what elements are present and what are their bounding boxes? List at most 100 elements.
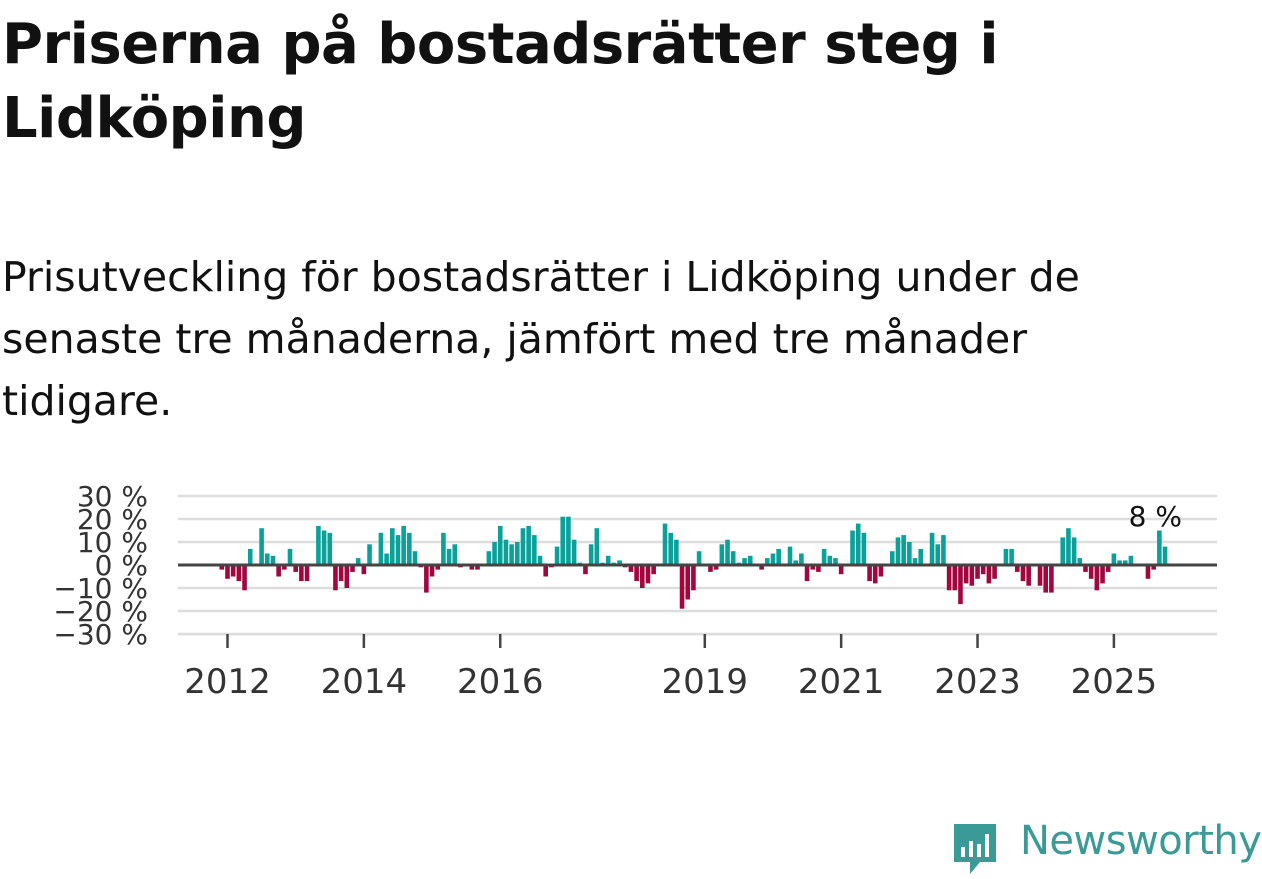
bar	[219, 565, 225, 570]
bar	[583, 565, 588, 575]
bar	[1015, 565, 1020, 572]
bar	[810, 565, 816, 570]
bar	[446, 548, 452, 565]
bar	[719, 544, 725, 565]
y-tick-label: 0 %	[95, 549, 148, 582]
bar	[316, 525, 321, 565]
bar	[799, 553, 804, 565]
bar	[1128, 555, 1134, 565]
axis-layer	[178, 563, 1217, 648]
bar	[247, 548, 253, 565]
bar	[645, 565, 651, 584]
x-tick-label: 2019	[662, 662, 749, 700]
bar	[435, 565, 441, 570]
bar	[344, 565, 350, 588]
bar	[605, 555, 611, 565]
newsworthy-logo-text: Newsworthy	[1020, 818, 1262, 864]
bar	[571, 539, 577, 565]
bar	[634, 565, 639, 582]
bar	[537, 555, 543, 565]
bar	[350, 565, 355, 572]
y-tick-label: 10 %	[77, 526, 148, 559]
bar	[691, 565, 696, 591]
bar	[1122, 560, 1128, 565]
bar	[986, 565, 992, 584]
bar	[952, 565, 958, 591]
bar	[804, 565, 810, 582]
bar	[327, 532, 333, 565]
bar	[1151, 565, 1156, 570]
bar	[588, 544, 594, 565]
y-tick-label: −10 %	[53, 572, 148, 605]
bar	[872, 565, 878, 584]
bar	[628, 565, 634, 572]
bar	[889, 551, 895, 565]
bar	[389, 528, 395, 565]
bar	[452, 544, 458, 565]
bar	[338, 565, 344, 582]
bar	[861, 532, 867, 565]
bar	[764, 558, 770, 565]
bar	[1066, 528, 1071, 565]
bar	[850, 530, 855, 565]
bar	[293, 565, 298, 572]
bar	[742, 558, 747, 565]
bar	[958, 565, 963, 605]
bar	[1049, 565, 1054, 593]
bar	[304, 565, 310, 582]
bar	[1060, 537, 1066, 565]
newsworthy-logo: Newsworthy	[950, 818, 1262, 878]
bar	[1157, 530, 1162, 565]
bar	[833, 558, 838, 565]
bar	[759, 565, 764, 570]
bar	[503, 539, 509, 565]
bar	[1100, 565, 1105, 584]
bar	[867, 565, 872, 582]
bar	[560, 516, 566, 565]
chart-title: Priserna på bostadsrätter steg i Lidköpi…	[2, 12, 999, 151]
bar	[492, 542, 497, 565]
x-tick-label: 2025	[1071, 662, 1158, 700]
bar	[270, 555, 276, 565]
bar	[907, 542, 912, 565]
bar	[497, 525, 503, 565]
bar	[1162, 546, 1168, 565]
bar	[594, 528, 600, 565]
bar	[855, 523, 861, 565]
bar	[662, 523, 668, 565]
bar	[282, 565, 287, 570]
chart-subtitle: Prisutveckling för bostadsrätter i Lidkö…	[2, 253, 1080, 425]
bar	[1145, 565, 1151, 579]
bar	[617, 560, 622, 565]
bar	[651, 565, 656, 575]
bar	[407, 532, 412, 565]
bar	[946, 565, 952, 591]
bar	[424, 565, 429, 593]
newsworthy-logo-icon	[954, 824, 996, 874]
bar	[532, 535, 537, 565]
bar	[225, 565, 230, 579]
x-tick-label: 2012	[184, 662, 271, 700]
y-tick-label: −30 %	[53, 618, 148, 651]
bar	[526, 525, 531, 565]
bar-layer	[219, 516, 1168, 609]
last-value-annotation: 8 %	[1129, 500, 1182, 533]
bar	[918, 548, 923, 565]
bar	[361, 565, 367, 575]
bar	[980, 565, 986, 575]
bar	[230, 565, 236, 577]
bar	[770, 553, 776, 565]
bar	[1117, 560, 1122, 565]
bar	[475, 565, 480, 570]
bar	[827, 555, 833, 565]
bar	[554, 546, 560, 565]
bar	[1077, 558, 1083, 565]
bar	[333, 565, 338, 591]
bar	[1105, 565, 1111, 572]
bar	[486, 551, 492, 565]
bar	[713, 565, 719, 570]
bar	[395, 535, 401, 565]
y-tick-label: 20 %	[77, 503, 148, 536]
bar	[992, 565, 997, 579]
bar	[941, 535, 946, 565]
